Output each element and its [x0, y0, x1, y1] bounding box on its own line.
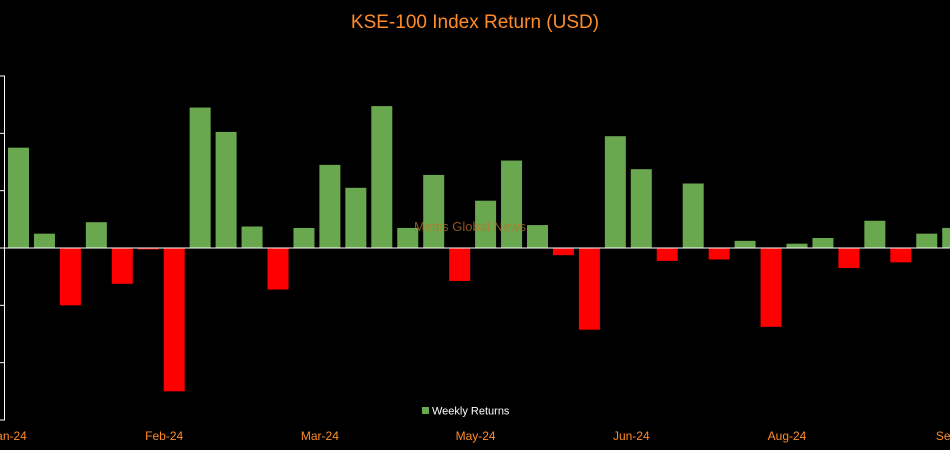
- bar: [760, 248, 782, 327]
- bar: [267, 248, 289, 290]
- x-tick-label: Aug-24: [768, 429, 807, 443]
- bar: [578, 248, 600, 330]
- bar: [85, 222, 107, 248]
- bar: [630, 169, 652, 248]
- bar: [371, 106, 393, 248]
- bar: [33, 233, 55, 248]
- bar: [604, 136, 626, 248]
- bar: [8, 147, 29, 248]
- bar: [734, 240, 756, 248]
- x-ticks-group: Jan-24 Feb-24 Mar-24 May-24 Jun-24 Aug-24 Sep-…: [0, 429, 950, 443]
- x-tick-label: Jan-24: [0, 429, 27, 443]
- bar: [475, 200, 497, 248]
- bar: [345, 187, 367, 248]
- bar: [163, 248, 185, 392]
- bar: [241, 226, 263, 248]
- bar: [942, 227, 950, 248]
- bar: [916, 233, 938, 248]
- bar: [189, 107, 211, 249]
- bars-group: [8, 106, 950, 392]
- legend-label: Weekly Returns: [432, 406, 510, 418]
- bar: [449, 248, 471, 281]
- x-tick-label: Jun-24: [613, 429, 650, 443]
- bar: [527, 225, 548, 248]
- bar: [59, 248, 81, 306]
- bar: [682, 183, 704, 248]
- bar: [319, 164, 341, 248]
- chart-title: KSE-100 Index Return (USD): [351, 12, 599, 33]
- x-tick-label: May-24: [456, 429, 496, 443]
- x-tick-label: Feb-24: [145, 429, 183, 443]
- bar: [111, 248, 133, 284]
- bar: [812, 237, 834, 248]
- x-tick-label: Mar-24: [301, 429, 339, 443]
- bar: [890, 248, 912, 263]
- bar: [423, 174, 445, 248]
- bar: [397, 227, 419, 248]
- bar: [137, 248, 159, 250]
- bar: [786, 243, 808, 248]
- bar: [501, 160, 523, 248]
- bar: [552, 248, 574, 256]
- watermark-text: Mettis Global News: [414, 219, 526, 234]
- bar: [708, 248, 730, 260]
- x-tick-label: Sep-24: [936, 429, 950, 443]
- bar: [293, 227, 315, 248]
- bar: [864, 220, 886, 248]
- bar: [215, 131, 237, 248]
- legend-swatch: [422, 407, 429, 414]
- bar: [656, 248, 678, 261]
- bar: [838, 248, 860, 269]
- legend: Weekly Returns: [422, 406, 510, 418]
